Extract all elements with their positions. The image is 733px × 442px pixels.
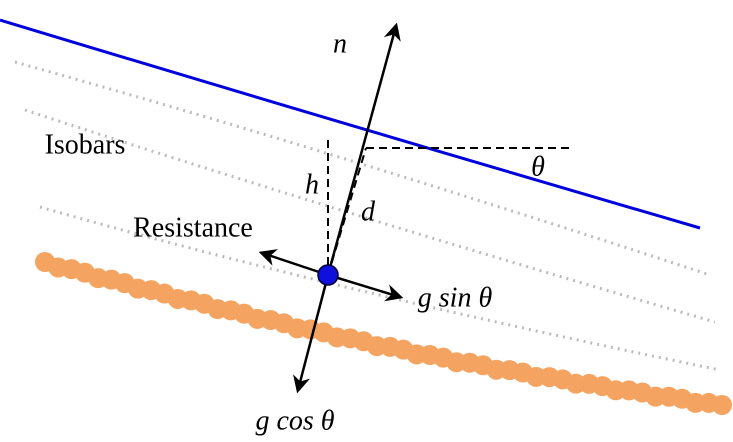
distance-line bbox=[327, 147, 367, 276]
label-gsin: g sin θ bbox=[418, 282, 493, 313]
label-theta: θ bbox=[531, 151, 545, 182]
label-d: d bbox=[361, 196, 376, 227]
ground-dots bbox=[35, 252, 732, 415]
isobar bbox=[39, 205, 721, 372]
label-isobars: Isobars bbox=[45, 129, 126, 160]
label-n: n bbox=[333, 28, 347, 59]
normal-arrow bbox=[326, 22, 401, 276]
gcos-arrow bbox=[293, 274, 330, 394]
isobar bbox=[24, 108, 716, 324]
surface-curve bbox=[0, 18, 701, 230]
isobar bbox=[14, 60, 711, 277]
label-h: h bbox=[305, 169, 319, 200]
label-gcos: g cos θ bbox=[255, 405, 334, 436]
particle bbox=[317, 264, 339, 286]
label-resistance: Resistance bbox=[133, 212, 253, 243]
resistance-arrow bbox=[258, 249, 329, 277]
gsin-arrow bbox=[327, 273, 404, 302]
ground-dot bbox=[712, 395, 732, 415]
